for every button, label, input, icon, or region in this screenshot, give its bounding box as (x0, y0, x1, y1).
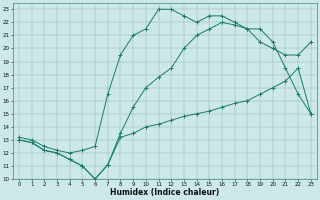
X-axis label: Humidex (Indice chaleur): Humidex (Indice chaleur) (110, 188, 220, 197)
